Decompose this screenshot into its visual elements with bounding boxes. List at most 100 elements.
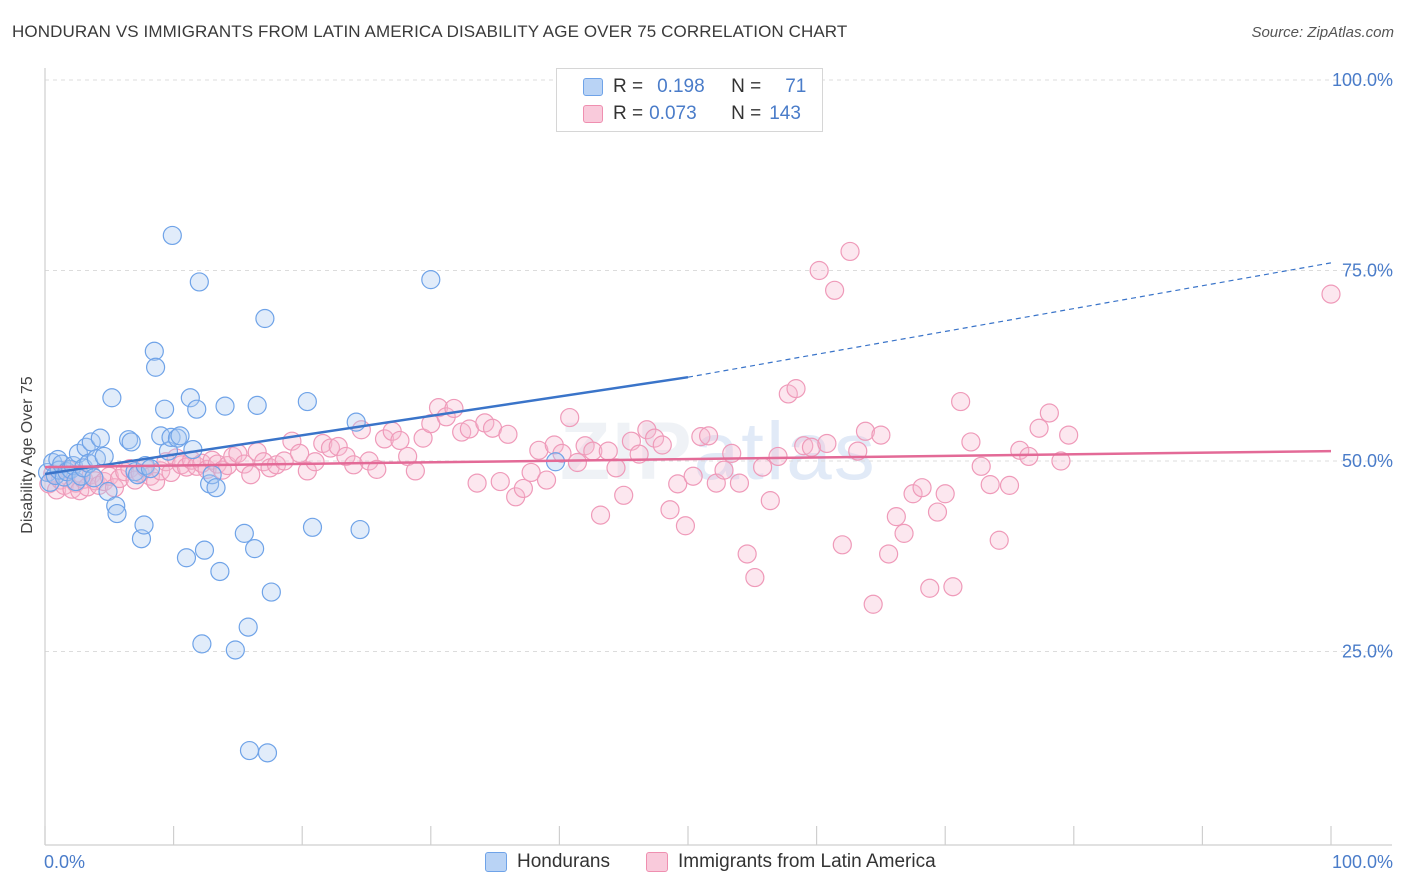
latin-point [809, 260, 829, 281]
legend-swatch-hondurans [583, 78, 603, 96]
latin-point [567, 452, 588, 473]
honduran-point [206, 478, 226, 498]
latin-point [1059, 425, 1079, 445]
latin-point [879, 544, 899, 564]
latin-point [290, 443, 310, 463]
honduran-point [102, 388, 122, 408]
latin-point [498, 424, 518, 444]
honduran-point [215, 396, 235, 416]
honduran-point [302, 517, 323, 537]
latin-point [737, 544, 757, 564]
latin-point [698, 426, 719, 446]
honduran-point [107, 503, 127, 524]
latin-point [1321, 284, 1341, 304]
latin-point [320, 438, 341, 458]
honduran-point [140, 459, 161, 479]
latin-point [935, 484, 955, 504]
honduran-point [151, 426, 171, 446]
latin-point [390, 430, 410, 451]
latin-point [855, 421, 876, 441]
latin-point [801, 437, 822, 457]
latin-point [745, 567, 765, 588]
honduran-point [234, 523, 254, 543]
axes [44, 68, 1392, 846]
honduran-point [162, 225, 182, 246]
latin-point [490, 471, 510, 492]
watermark-zip: ZIP [560, 406, 694, 497]
latin-point [328, 436, 348, 457]
latin-point [161, 462, 181, 483]
legend-item-latin: Immigrants from Latin America [646, 851, 936, 873]
correlation-legend: R = 0.198 N = 71 R = 0.073 N = 143 [556, 68, 823, 132]
latin-point [614, 485, 634, 505]
latin-point [668, 474, 688, 494]
latin-point [760, 491, 780, 511]
honduran-point [144, 341, 164, 361]
honduran-trend-line [44, 375, 689, 476]
honduran-point [167, 428, 188, 448]
honduran-point [121, 432, 141, 452]
honduran-point [421, 270, 441, 290]
honduran-point [192, 634, 212, 654]
latin-point [590, 505, 611, 525]
latin-point [521, 462, 541, 483]
latin-point [683, 466, 703, 486]
latin-point [367, 459, 387, 479]
latin-point [989, 530, 1009, 550]
honduran-point [194, 540, 215, 560]
source-credit: Source: ZipAtlas.com [1251, 24, 1394, 41]
latin-point [886, 507, 906, 527]
legend-swatch-latin [646, 852, 668, 872]
legend-r-value: 0.073 [649, 103, 697, 124]
honduran-point [145, 357, 166, 377]
y-tick-label: 25.0% [1342, 642, 1393, 662]
latin-point [752, 457, 773, 477]
latin-point [374, 429, 395, 449]
watermark: ZIPatlas [560, 405, 877, 499]
latin-point [1051, 451, 1071, 471]
honduran-points [37, 70, 692, 763]
latin-point [943, 577, 963, 597]
honduran-point [189, 272, 209, 292]
honduran-point [210, 561, 230, 582]
x-tick-label: 0.0% [44, 852, 85, 872]
tick-labels: 25.0% 50.0% 75.0% 100.0% 0.0% 100.0% [44, 70, 1393, 872]
honduran-point [245, 539, 265, 559]
latin-point [444, 398, 464, 419]
latin-point [120, 459, 140, 479]
latin-point [817, 433, 837, 454]
latin-point [94, 471, 114, 492]
latin-point [863, 594, 883, 614]
latin-point [832, 535, 852, 555]
honduran-point [90, 428, 110, 448]
honduran-point [187, 399, 207, 419]
legend-label-hondurans: Hondurans [517, 851, 610, 872]
latin-point [1029, 418, 1049, 438]
honduran-point [176, 548, 197, 568]
legend-label-latin: Immigrants from Latin America [678, 851, 936, 872]
latin-point [871, 425, 891, 445]
latin-point [606, 458, 626, 478]
latin-point [840, 241, 860, 262]
legend-item-hondurans: Hondurans [485, 851, 610, 873]
honduran-point [180, 388, 200, 408]
legend-r-label: R = [613, 76, 644, 97]
latin-point [536, 470, 557, 490]
y-tick-label: 50.0% [1342, 451, 1393, 471]
latin-point [344, 455, 364, 475]
legend-n-label: N = [731, 76, 762, 97]
latin-point [529, 440, 549, 460]
latin-point [675, 516, 696, 536]
honduran-point [247, 395, 267, 415]
legend-row-latin: R = 0.073 N = 143 [557, 101, 801, 127]
honduran-point [68, 443, 89, 463]
honduran-point [170, 426, 190, 446]
honduran-point [106, 496, 126, 516]
x-tick-label: 100.0% [1332, 852, 1393, 872]
latin-point [405, 461, 425, 481]
latin-point [305, 452, 325, 472]
latin-point [971, 456, 991, 476]
honduran-point [350, 519, 370, 540]
latin-point [513, 478, 533, 499]
